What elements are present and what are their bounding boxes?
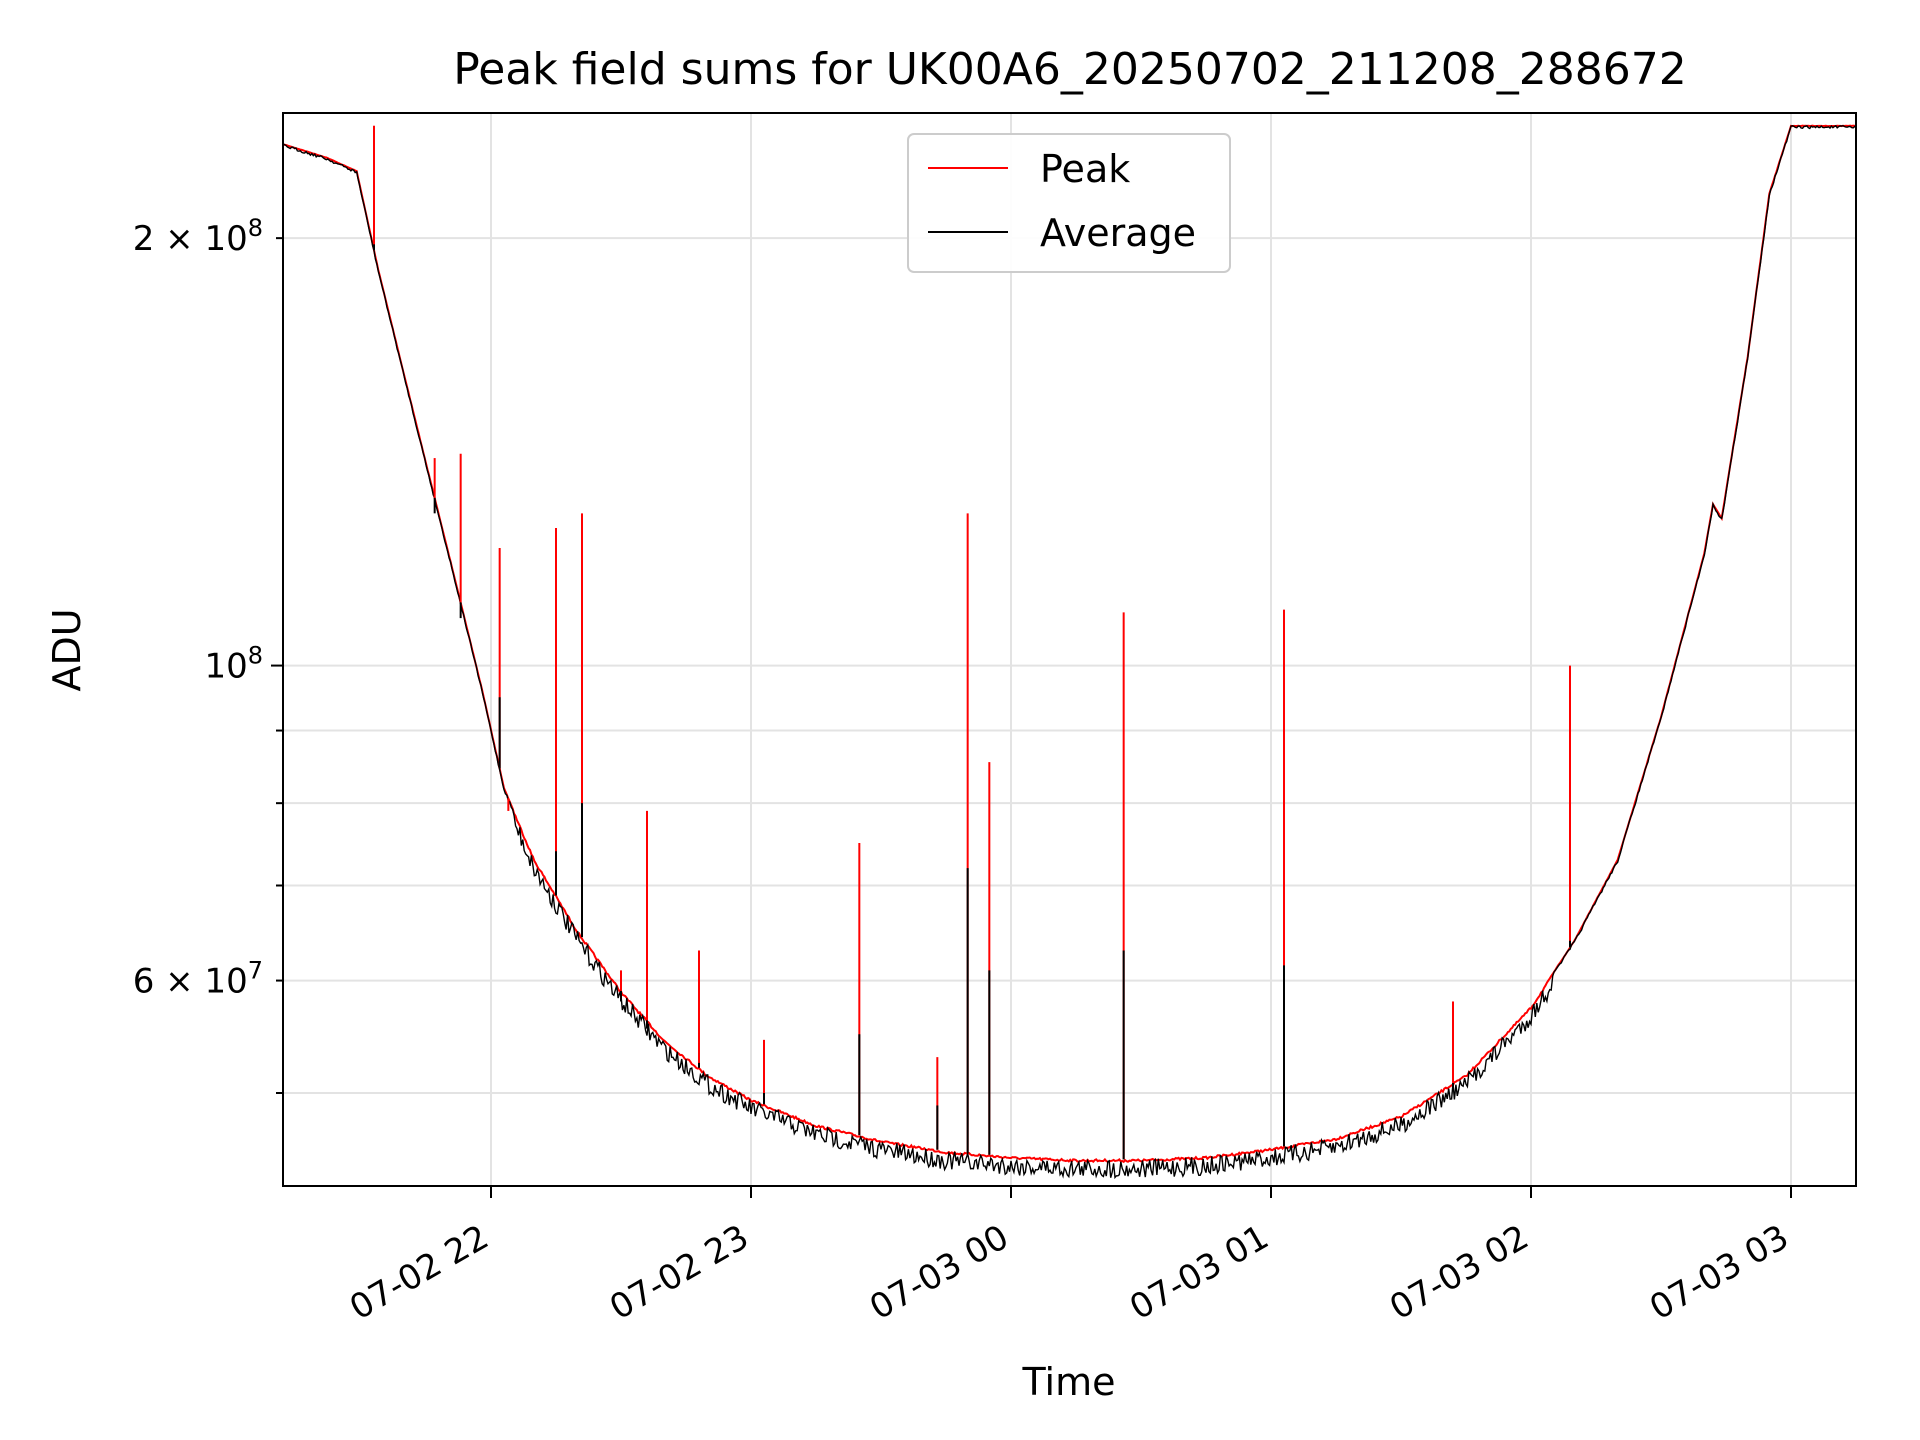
series-line-average <box>282 124 1857 1180</box>
x-axis-label: Time <box>1022 1360 1116 1404</box>
plot-spikes <box>373 125 1571 1160</box>
y-tick-label: 2 × 108 <box>133 214 263 259</box>
legend: Peak Average <box>907 133 1231 273</box>
plot-frame <box>282 112 1857 1187</box>
plot-lines <box>282 124 1857 1180</box>
chart-title: Peak field sums for UK00A6_20250702_2112… <box>453 44 1686 95</box>
legend-label-average: Average <box>1040 211 1196 255</box>
y-axis-label: ADU <box>45 608 89 691</box>
legend-label-peak: Peak <box>1040 147 1130 191</box>
y-tick-label: 6 × 107 <box>133 957 263 1002</box>
grid <box>283 113 1856 1186</box>
